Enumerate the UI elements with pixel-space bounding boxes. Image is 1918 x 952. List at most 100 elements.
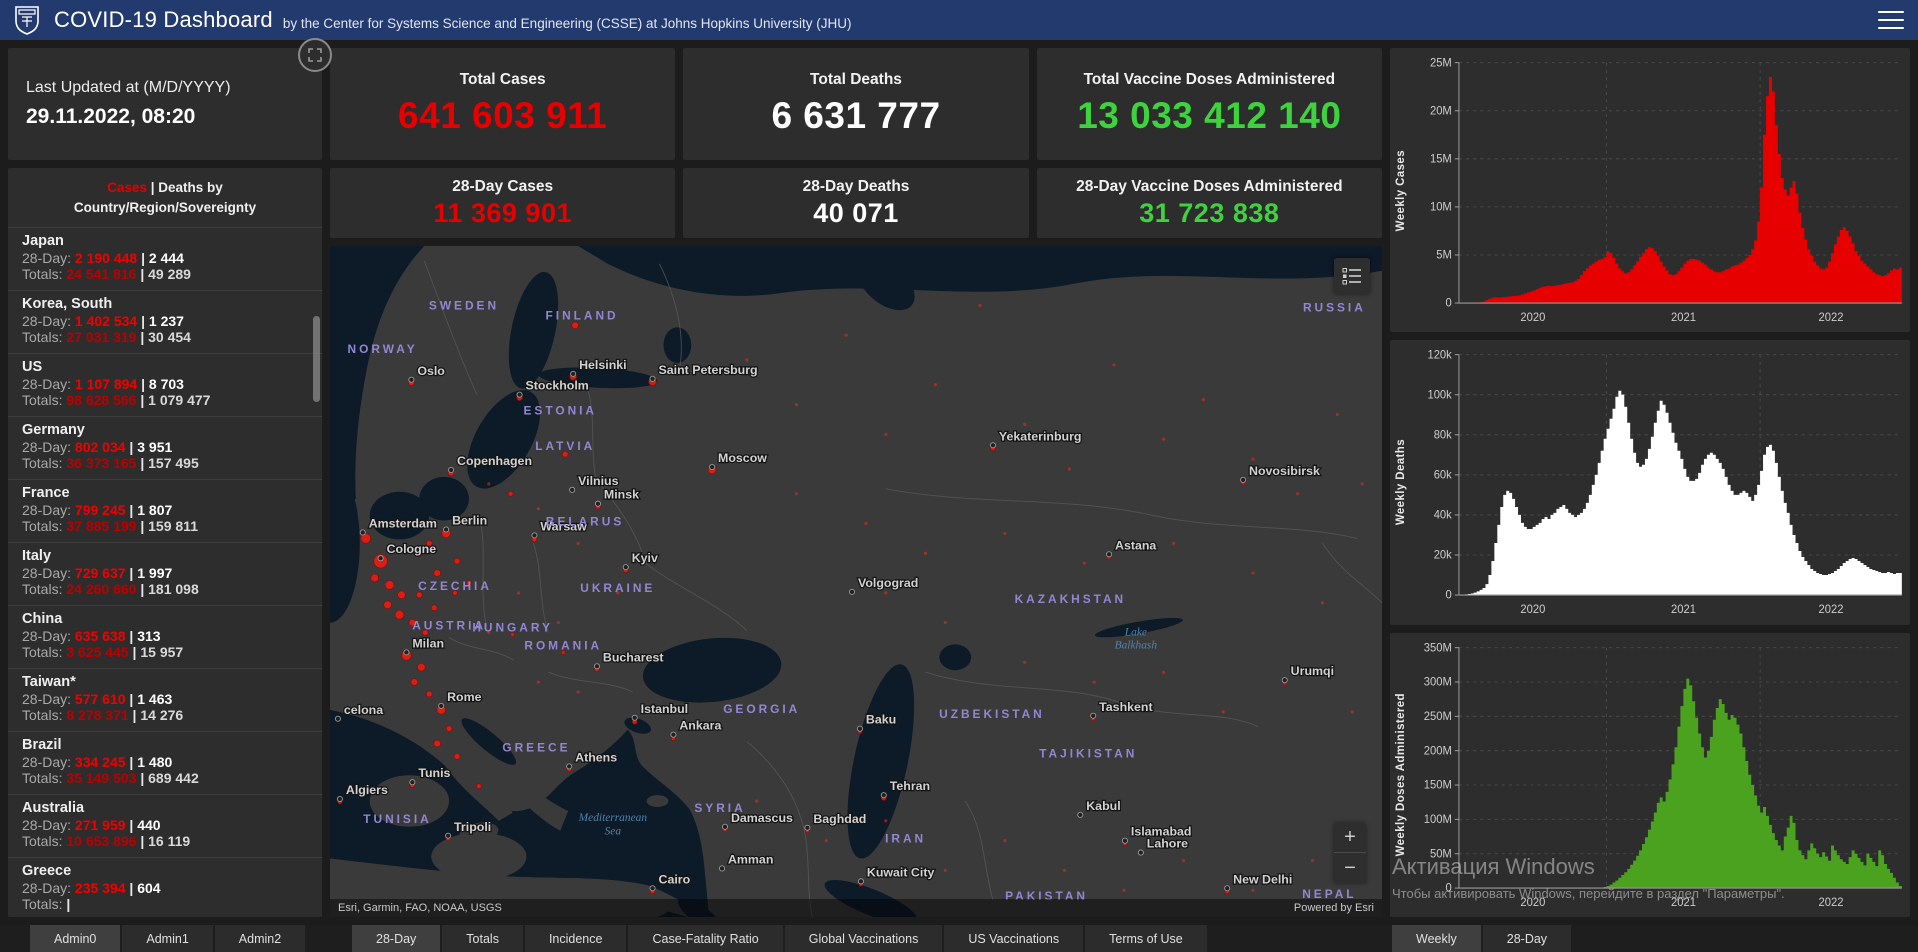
tab-case-fatality-ratio[interactable]: Case-Fatality Ratio (628, 925, 783, 952)
map-case-dot[interactable] (1171, 541, 1176, 545)
tab-admin2[interactable]: Admin2 (214, 925, 306, 952)
map-case-dot[interactable] (421, 629, 429, 636)
map-case-dot[interactable] (560, 649, 566, 655)
map-case-dot[interactable] (466, 580, 472, 586)
zoom-out-button[interactable]: − (1344, 856, 1356, 879)
map-case-dot[interactable] (1201, 398, 1205, 402)
map-case-dot[interactable] (433, 739, 442, 748)
country-list-item[interactable]: Italy 28-Day: 729 637 | 1 997 Totals: 24 2… (8, 541, 322, 605)
map-case-dot[interactable] (415, 591, 423, 599)
map-case-dot[interactable] (1251, 457, 1255, 461)
map-case-dot[interactable] (755, 799, 759, 803)
weekly-deaths-chart[interactable]: 0 20k 40k 60k 80k 100k 120k 2020 2021 2022 (1412, 340, 1910, 624)
map-case-dot[interactable] (1251, 571, 1255, 575)
tab-chart-28-day[interactable]: 28-Day (1482, 925, 1572, 952)
tab-global-vaccinations[interactable]: Global Vaccinations (784, 925, 943, 952)
country-list-item[interactable]: Greece 28-Day: 235 394 | 604 Totals: | (8, 856, 322, 918)
map-case-dot[interactable] (794, 492, 799, 496)
tab-totals[interactable]: Totals (442, 925, 523, 952)
country-list-item[interactable]: Taiwan* 28-Day: 577 610 | 1 463 Totals: 8 … (8, 667, 322, 731)
map-case-dot[interactable] (1162, 670, 1166, 674)
tab-us-vaccinations[interactable]: US Vaccinations (944, 925, 1084, 952)
map-case-dot[interactable] (1335, 412, 1339, 417)
legend-list-icon[interactable] (1334, 258, 1370, 294)
map-case-dot[interactable] (516, 591, 521, 595)
map-case-dot[interactable] (884, 591, 888, 595)
map-case-dot[interactable] (794, 402, 799, 407)
map-case-dot[interactable] (410, 678, 419, 686)
map-case-dot[interactable] (425, 690, 433, 698)
hamburger-menu-icon[interactable] (1878, 11, 1904, 29)
map-case-dot[interactable] (923, 551, 928, 555)
map-case-dot[interactable] (1092, 680, 1096, 684)
map-case-dot[interactable] (576, 541, 580, 545)
map-case-dot[interactable] (1181, 858, 1186, 863)
map-case-dot[interactable] (1301, 670, 1305, 674)
map-case-dot[interactable] (1062, 868, 1067, 873)
tab-28-day[interactable]: 28-Day (352, 925, 441, 952)
map-case-dot[interactable] (536, 507, 541, 511)
world-map[interactable]: Oslo Stockholm Helsinki Saint Petersburg Cop… (330, 246, 1382, 917)
tab-incidence[interactable]: Incidence (524, 925, 627, 952)
map-case-dot[interactable] (576, 690, 580, 694)
map-case-dot[interactable] (1251, 888, 1255, 892)
map-case-dot[interactable] (571, 321, 580, 330)
map-case-dot[interactable] (933, 383, 937, 387)
country-list-item[interactable]: Brazil 28-Day: 334 245 | 1 480 Totals: 35 … (8, 730, 322, 794)
tab-terms-of-use[interactable]: Terms of Use (1085, 925, 1207, 952)
tab-chart-weekly[interactable]: Weekly (1392, 925, 1481, 952)
map-case-dot[interactable] (1112, 363, 1116, 367)
map-case-dot[interactable] (844, 333, 848, 337)
map-case-dot[interactable] (978, 303, 982, 308)
tab-admin0[interactable]: Admin0 (30, 925, 121, 952)
country-list-item[interactable]: Korea, South 28-Day: 1 402 534 | 1 237 Tot… (8, 289, 322, 353)
map-case-dot[interactable] (1067, 467, 1071, 471)
map-case-dot[interactable] (433, 569, 442, 577)
country-list[interactable]: Japan 28-Day: 2 190 448 | 2 444 Totals: 24… (8, 226, 322, 918)
country-list-item[interactable]: Japan 28-Day: 2 190 448 | 2 444 Totals: 24… (8, 226, 322, 290)
map-case-dot[interactable] (408, 618, 417, 627)
map-case-dot[interactable] (1162, 437, 1166, 441)
country-list-item[interactable]: US 28-Day: 1 107 894 | 8 703 Totals: 98 62… (8, 352, 322, 416)
map-case-dot[interactable] (1296, 492, 1300, 496)
map-case-dot[interactable] (864, 521, 868, 526)
tab-admin1[interactable]: Admin1 (122, 925, 213, 952)
map-case-dot[interactable] (360, 533, 372, 544)
map-case-dot[interactable] (487, 482, 491, 486)
map-case-dot[interactable] (943, 868, 947, 873)
map-case-dot[interactable] (1003, 839, 1007, 843)
country-list-item[interactable]: France 28-Day: 799 245 | 1 807 Totals: 37 … (8, 478, 322, 542)
map-case-dot[interactable] (383, 600, 392, 610)
chart-bars[interactable] (1458, 391, 1902, 596)
map-case-dot[interactable] (475, 783, 482, 790)
map-case-dot[interactable] (453, 557, 461, 565)
map-case-dot[interactable] (453, 753, 461, 760)
map-case-dot[interactable] (824, 839, 828, 843)
chart-bars[interactable] (1458, 77, 1902, 304)
country-list-item[interactable]: China 28-Day: 635 638 | 313 Totals: 3 625 … (8, 604, 322, 668)
country-list-item[interactable]: Australia 28-Day: 271 959 | 440 Totals: 10… (8, 793, 322, 857)
map-case-dot[interactable] (416, 662, 426, 672)
map-case-dot[interactable] (452, 590, 458, 596)
map-case-dot[interactable] (1350, 710, 1354, 714)
map-case-dot[interactable] (397, 590, 406, 600)
map-case-dot[interactable] (1122, 888, 1126, 892)
map-case-dot[interactable] (943, 621, 947, 625)
map-case-dot[interactable] (487, 630, 491, 635)
map-case-dot[interactable] (394, 609, 405, 620)
map-case-dot[interactable] (507, 490, 514, 497)
weekly-doses-chart[interactable]: 0 50M 100M 150M 200M 250M 300M 350M 2020 2021 2022 (1412, 633, 1910, 917)
map-case-dot[interactable] (884, 432, 888, 436)
scrollbar-thumb[interactable] (313, 316, 320, 402)
map-case-dot[interactable] (413, 549, 422, 558)
map-case-dot[interactable] (1360, 482, 1364, 486)
map-case-dot[interactable] (561, 450, 569, 458)
map-case-dot[interactable] (510, 632, 515, 637)
chart-bars[interactable] (1458, 678, 1902, 888)
map-case-dot[interactable] (370, 573, 380, 583)
map-case-dot[interactable] (1221, 710, 1225, 714)
map-case-dot[interactable] (745, 358, 749, 362)
map-case-dot[interactable] (384, 580, 395, 590)
expand-icon[interactable] (298, 38, 332, 72)
map-case-dot[interactable] (884, 819, 888, 823)
